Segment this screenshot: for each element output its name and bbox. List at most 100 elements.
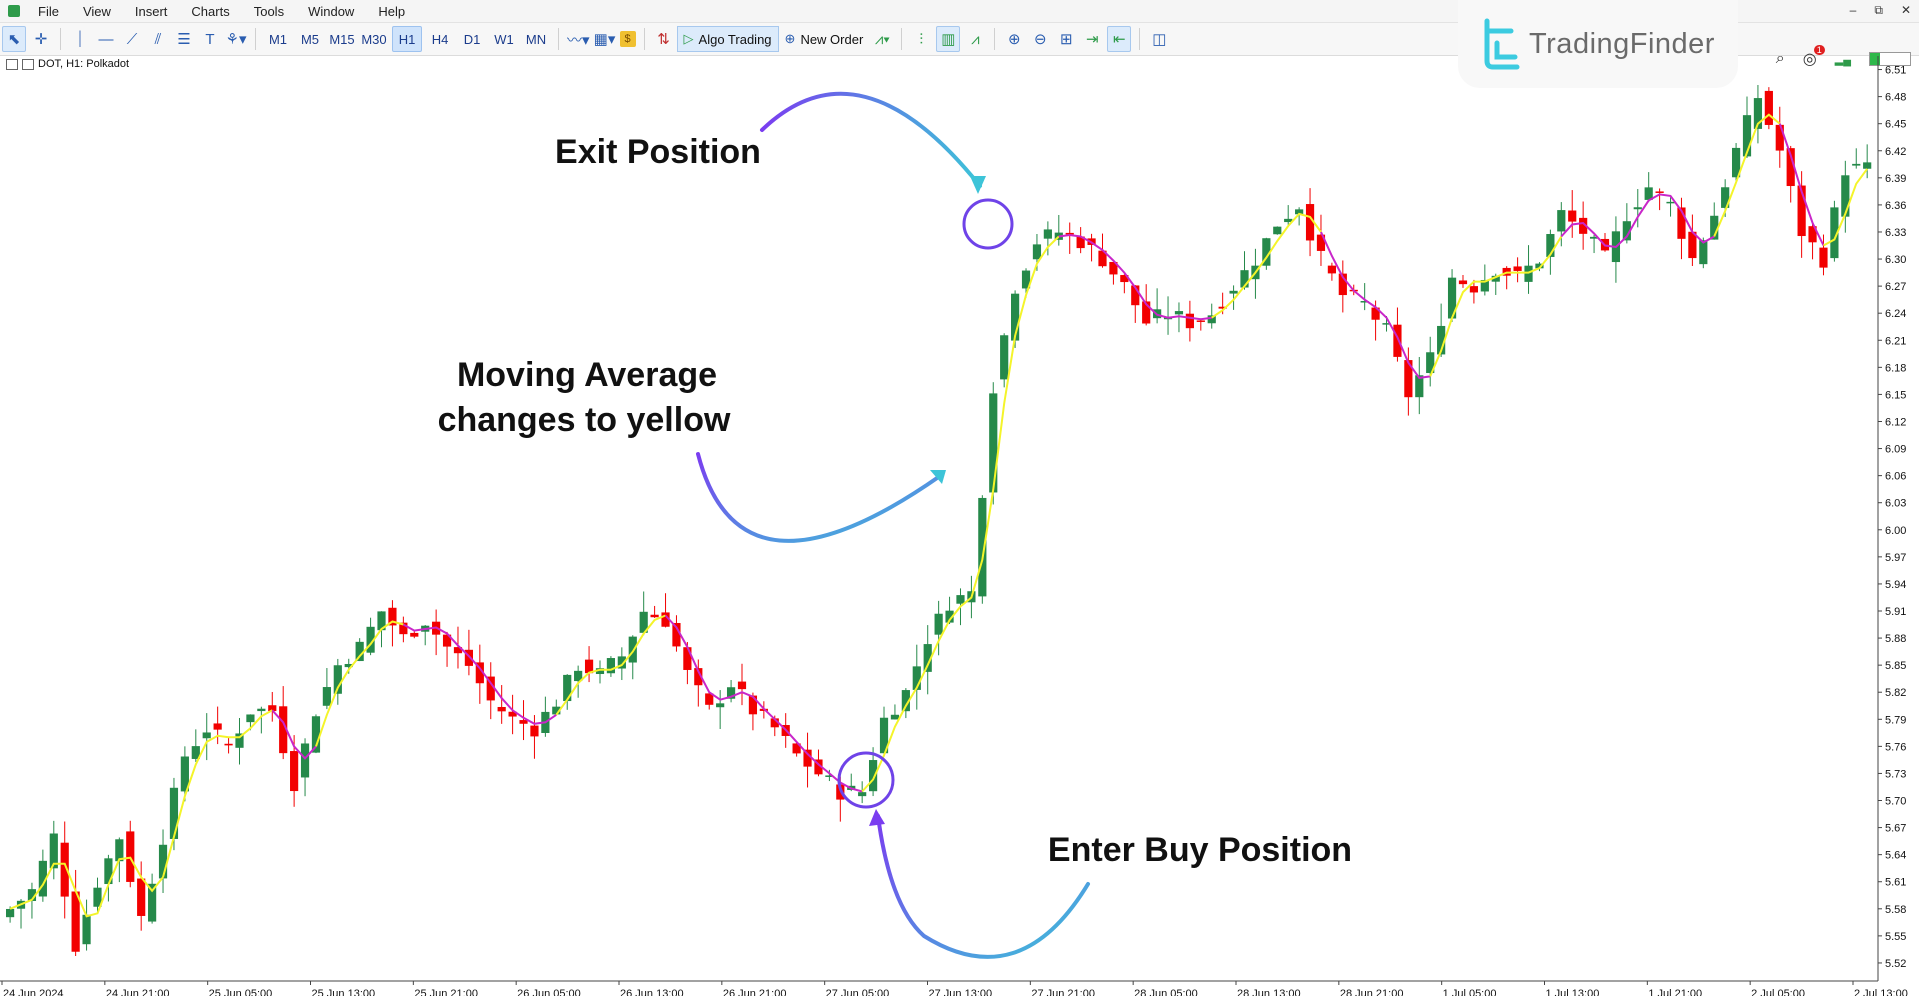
timeframe-h4[interactable]: H4 [431, 31, 449, 47]
candle-body [1688, 231, 1697, 259]
trade-signal-icon[interactable]: ⩘▾ [874, 30, 890, 48]
menu-tools[interactable]: Tools [253, 3, 285, 19]
menu-insert[interactable]: Insert [134, 3, 168, 19]
candle [1316, 214, 1326, 266]
notifications-icon[interactable]: ◎ 1 [1803, 45, 1825, 69]
candle-body [1513, 266, 1522, 271]
market-icon[interactable]: $ [619, 31, 636, 47]
candle [1557, 202, 1566, 247]
candle [748, 692, 758, 731]
candles [6, 85, 1872, 957]
menu-window[interactable]: Window [308, 3, 355, 19]
new-order-icon: ⊕ [784, 31, 796, 46]
y-tick-label: 6.18 [1885, 362, 1906, 374]
trendline-icon[interactable]: ⟋ [126, 30, 138, 48]
menu-charts[interactable]: Charts [191, 3, 230, 19]
candle-body [1098, 250, 1107, 267]
candle [1131, 285, 1140, 323]
zoom-out-icon[interactable]: ⊖ [1034, 31, 1047, 48]
y-tick-label: 5.94 [1885, 579, 1906, 591]
menu-file[interactable]: File [38, 3, 59, 19]
candle [60, 821, 69, 919]
candle [224, 736, 233, 754]
candle [38, 849, 47, 902]
timeframe-m1[interactable]: M1 [268, 31, 288, 47]
y-tick-label: 6.24 [1885, 308, 1906, 320]
exit-arrow [760, 91, 982, 188]
vertical-line-icon[interactable]: ⏐ [75, 30, 85, 48]
candle [1393, 307, 1402, 362]
menu-bar: File View Insert Charts Tools Window Hel… [0, 0, 1919, 23]
toolbar-separator [901, 28, 903, 50]
close-icon[interactable]: ✕ [1900, 3, 1911, 17]
candle-body [344, 663, 353, 668]
candle [792, 741, 801, 757]
candle [257, 706, 266, 734]
timeframe-d1[interactable]: D1 [463, 31, 481, 47]
templates-icon[interactable]: ▦▾ [593, 31, 616, 48]
candle [1611, 216, 1621, 283]
cursor-icon[interactable]: ⬉ [2, 26, 26, 52]
candle [1819, 234, 1828, 276]
y-tick-label: 6.27 [1885, 281, 1906, 293]
timeframe-mn[interactable]: MN [525, 31, 547, 47]
timeframe-m5[interactable]: M5 [300, 31, 320, 47]
candle [1054, 214, 1063, 246]
signals-icon[interactable]: ⇅ [657, 31, 670, 48]
candle-body [355, 641, 364, 662]
candle [486, 662, 495, 720]
candle [93, 877, 102, 912]
algo-trading-button[interactable]: ▷ Algo Trading [676, 26, 779, 52]
channel-icon[interactable]: ⫽ [154, 30, 162, 48]
grid-icon[interactable]: ⊞ [1060, 31, 1073, 48]
search-icon[interactable]: ⌕ [1775, 50, 1785, 67]
candle [934, 600, 943, 656]
ma-segment [861, 235, 1060, 793]
logo-text: TradingFinder [1529, 27, 1715, 60]
y-tick-label: 6.36 [1885, 200, 1906, 212]
candle-body [377, 611, 386, 631]
restore-icon[interactable]: ⧉ [1874, 3, 1883, 17]
screenshot-icon[interactable]: ◫ [1152, 31, 1167, 48]
exit-arrowhead [970, 176, 986, 194]
timeframe-m15[interactable]: M15 [329, 31, 355, 47]
new-order-button[interactable]: ⊕ New Order [779, 27, 870, 51]
text-tool-icon[interactable]: T [205, 30, 215, 48]
candle-body [1109, 261, 1118, 275]
play-icon: ▷ [683, 31, 694, 46]
line-chart-icon[interactable]: ⩘ [971, 30, 980, 48]
timeframe-m30[interactable]: M30 [361, 31, 387, 47]
candle [803, 732, 812, 788]
horizontal-line-icon[interactable]: ― [98, 30, 114, 48]
candle [1513, 257, 1522, 283]
menu-help[interactable]: Help [378, 3, 406, 19]
bar-chart-icon[interactable]: ⫶ [919, 30, 924, 48]
candle [1229, 285, 1238, 310]
timeframe-w1[interactable]: W1 [494, 31, 514, 47]
chart-window-icon [22, 58, 34, 70]
chart-shift-icon[interactable]: ⇤ [1107, 26, 1132, 52]
shapes-icon[interactable]: ⚘▾ [225, 31, 247, 48]
fibonacci-icon[interactable]: ☰ [177, 31, 191, 48]
indicators-icon[interactable]: 〰▾ [567, 31, 590, 49]
y-tick-label: 5.55 [1885, 931, 1906, 943]
minimize-icon[interactable]: – [1849, 3, 1857, 17]
candle-body [879, 717, 889, 754]
candlestick-chart-icon[interactable]: ▥ [936, 26, 961, 52]
menu-view[interactable]: View [82, 3, 111, 19]
candle-body [1841, 175, 1850, 217]
timeframe-h1[interactable]: H1 [392, 26, 422, 52]
x-tick-label: 26 Jun 21:00 [723, 988, 787, 996]
candle [180, 746, 189, 802]
candle [1185, 300, 1194, 342]
candle [825, 769, 834, 782]
tradingfinder-logo: TradingFinder [1458, 0, 1738, 88]
autoscroll-icon[interactable]: ⇥ [1086, 31, 1099, 48]
candle-body [1830, 207, 1839, 259]
zoom-in-icon[interactable]: ⊕ [1008, 31, 1021, 48]
candle-body [617, 656, 626, 669]
candle [1568, 190, 1577, 238]
crosshair-icon[interactable]: ✛ [34, 31, 48, 48]
price-chart[interactable]: 6.51 6.48 6.45 6.42 6.39 6.36 6.33 6.30 6.27 6.24… [0, 56, 1919, 996]
app-icon [8, 5, 20, 17]
